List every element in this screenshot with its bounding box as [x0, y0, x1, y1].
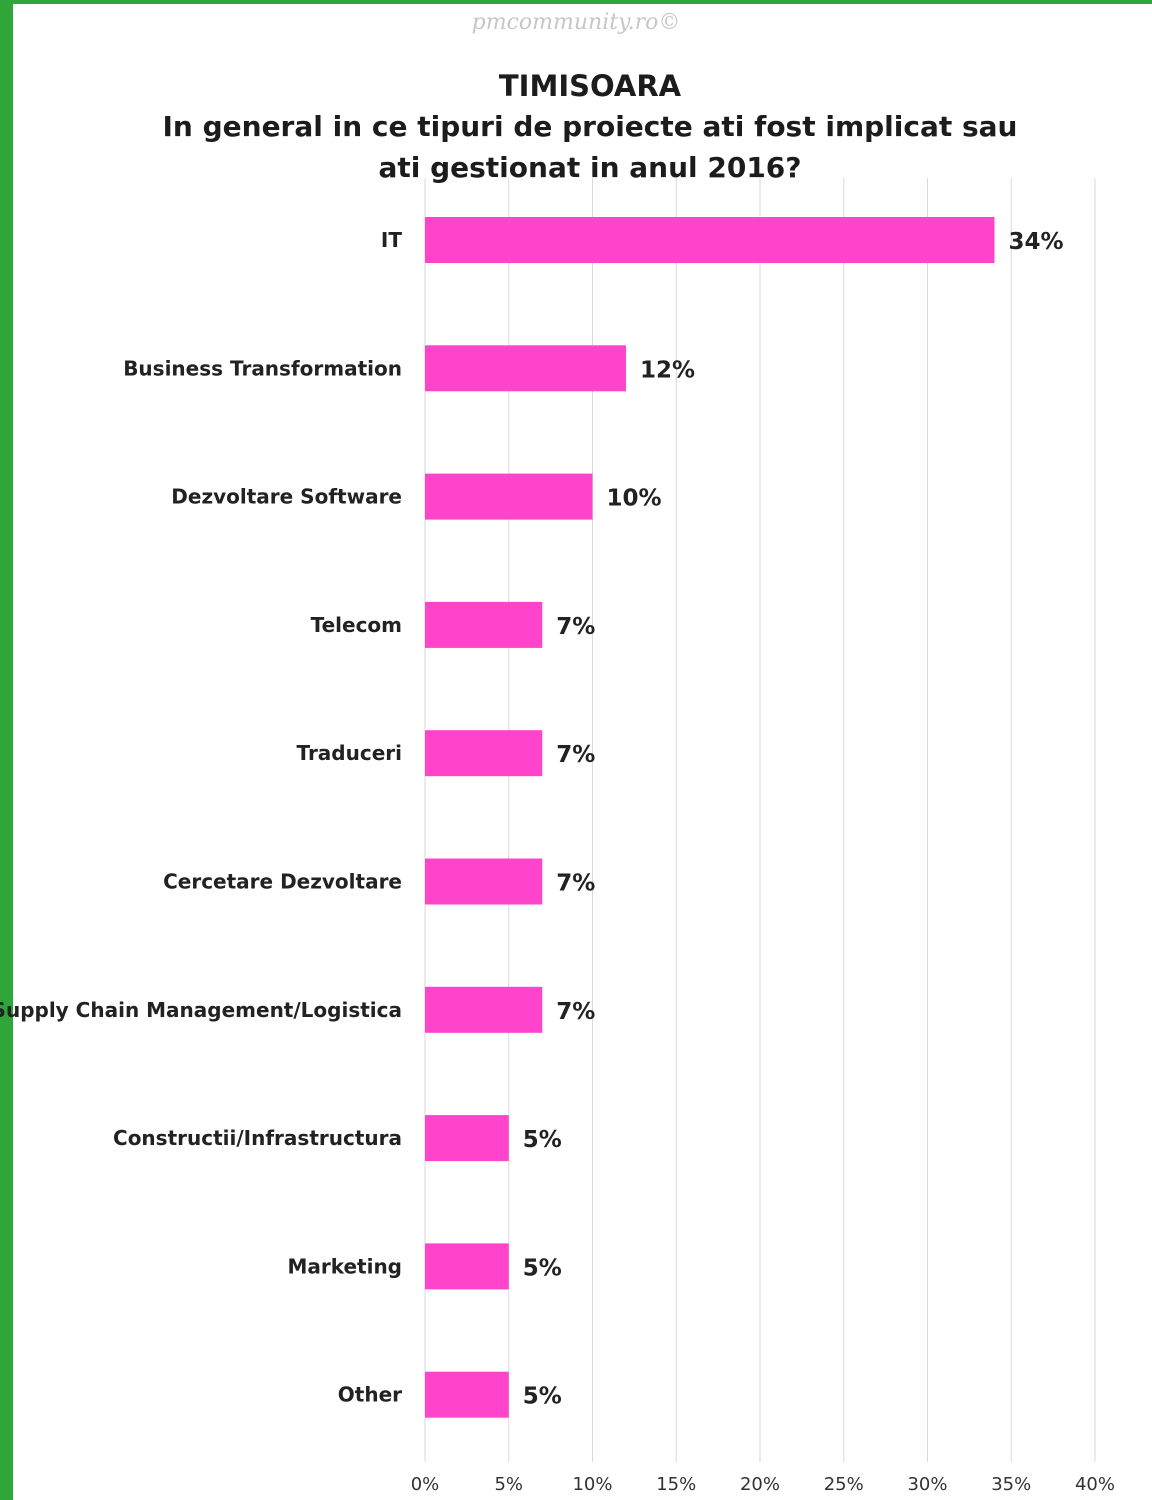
- bar: [425, 217, 995, 263]
- bar: [425, 986, 543, 1033]
- category-label: Cercetare Dezvoltare: [163, 870, 402, 894]
- category-label: Supply Chain Management/Logistica: [0, 998, 402, 1022]
- category-label: Traduceri: [297, 741, 403, 765]
- data-label: 7%: [556, 614, 595, 640]
- x-tick-label: 15%: [656, 1474, 696, 1495]
- labels: 0% 5% 10% 15% 20% 25% 30% 35% 40% IT 34% Business T…: [0, 228, 1115, 1495]
- bar: [425, 601, 543, 648]
- bar: [425, 730, 543, 777]
- x-tick-label: 5%: [494, 1474, 523, 1495]
- x-tick-label: 30%: [907, 1474, 947, 1495]
- chart-subtitle: In general in ce tipuri de proiecte ati …: [162, 110, 1018, 184]
- gridlines: [424, 178, 1096, 1462]
- data-label: 12%: [640, 357, 695, 383]
- data-label: 34%: [1009, 229, 1064, 255]
- category-label: Constructii/Infrastructura: [113, 1126, 402, 1150]
- category-label: Dezvoltare Software: [171, 485, 402, 509]
- x-tick-label: 10%: [572, 1474, 612, 1495]
- x-tick-label: 25%: [824, 1474, 864, 1495]
- data-label: 7%: [556, 742, 595, 768]
- chart-title: TIMISOARA: [498, 69, 682, 103]
- category-label: Business Transformation: [123, 356, 402, 380]
- data-label: 10%: [607, 486, 662, 512]
- x-tick-label: 0%: [411, 1474, 440, 1495]
- category-label: Marketing: [287, 1254, 402, 1278]
- watermark: pmcommunity.ro©: [471, 10, 681, 35]
- data-label: 5%: [523, 1255, 562, 1281]
- bar: [425, 1115, 509, 1162]
- bar: [425, 1371, 509, 1418]
- x-tick-label: 35%: [991, 1474, 1031, 1495]
- x-tick-label: 40%: [1075, 1474, 1115, 1495]
- category-label: Telecom: [311, 613, 402, 637]
- bars: [425, 217, 995, 1418]
- bar: [425, 473, 593, 520]
- category-label: Other: [338, 1383, 402, 1407]
- data-label: 5%: [523, 1127, 562, 1153]
- bar: [425, 858, 543, 905]
- bar: [425, 345, 626, 392]
- chart-title-block: TIMISOARA In general in ce tipuri de pro…: [0, 66, 1152, 188]
- bar: [425, 1243, 509, 1290]
- x-tick-label: 20%: [740, 1474, 780, 1495]
- data-label: 7%: [556, 871, 595, 897]
- data-label: 5%: [523, 1384, 562, 1410]
- data-label: 7%: [556, 999, 595, 1025]
- category-label: IT: [381, 228, 402, 252]
